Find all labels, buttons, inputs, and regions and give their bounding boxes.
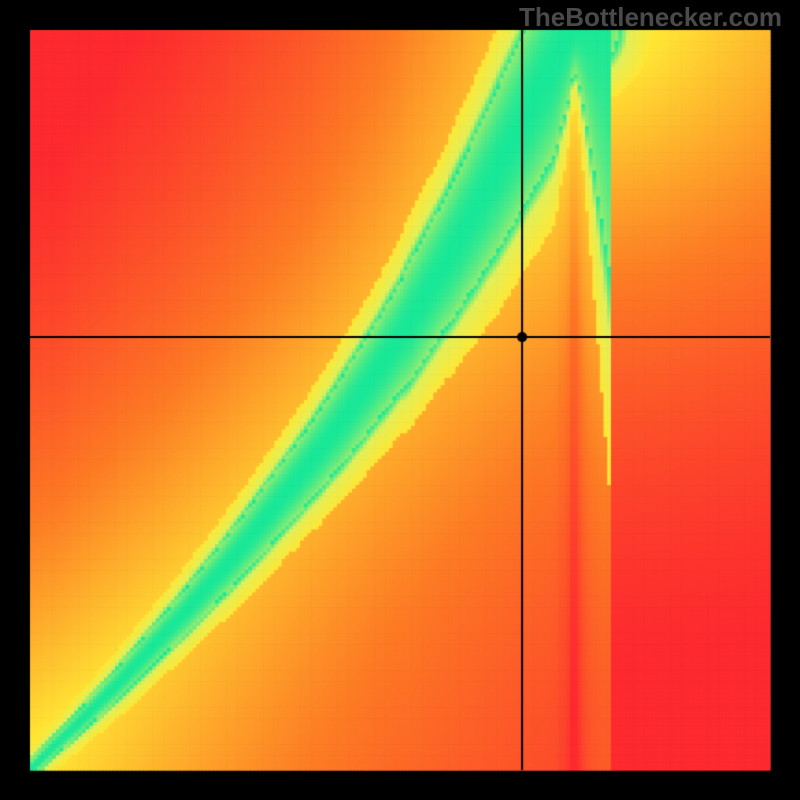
chart-stage: TheBottlenecker.com [0,0,800,800]
heatmap-canvas [0,0,800,800]
